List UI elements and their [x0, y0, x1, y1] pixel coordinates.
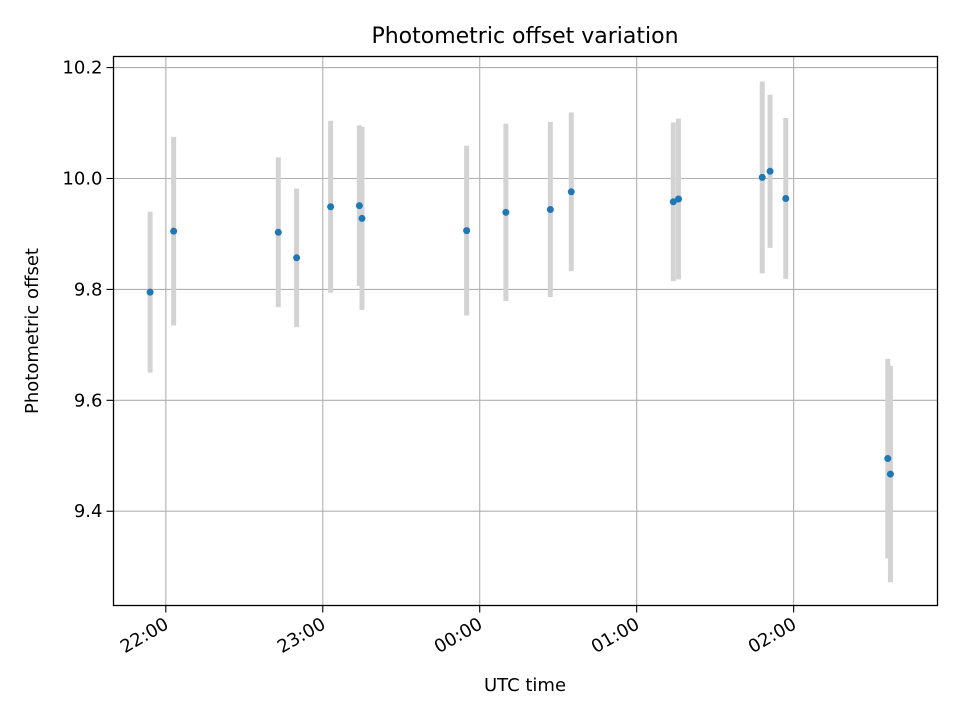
data-point — [358, 214, 366, 222]
chart-title: Photometric offset variation — [371, 24, 678, 49]
y-axis-ticks: 9.4 9.6 9.8 10.0 10.2 — [62, 58, 114, 522]
data-point — [669, 198, 677, 206]
data-point — [327, 203, 335, 211]
data-point — [502, 208, 510, 216]
data-point — [782, 194, 790, 202]
data-point — [766, 167, 774, 175]
data-point — [567, 188, 575, 196]
data-point — [274, 228, 282, 236]
y-tick-label: 9.4 — [74, 501, 103, 522]
data-points — [146, 167, 894, 478]
data-point — [293, 254, 301, 262]
data-point — [170, 227, 178, 235]
plot-frame — [112, 55, 939, 607]
y-axis-label: Photometric offset — [22, 248, 43, 414]
data-point — [546, 206, 554, 214]
data-point — [146, 288, 154, 296]
y-tick-label: 10.2 — [62, 58, 102, 79]
data-point — [758, 173, 766, 181]
grid — [113, 56, 938, 606]
data-point — [884, 455, 892, 463]
data-point — [675, 195, 683, 203]
data-point — [886, 470, 894, 478]
y-tick-label: 9.6 — [74, 390, 103, 411]
x-axis-label: UTC time — [484, 675, 566, 696]
y-tick-label: 10.0 — [62, 169, 102, 190]
y-tick-label: 9.8 — [74, 279, 103, 300]
data-point — [355, 202, 363, 210]
data-point — [463, 227, 471, 235]
